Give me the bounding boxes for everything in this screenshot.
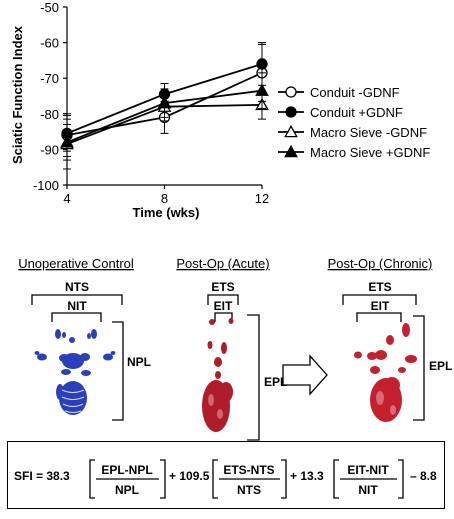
control-footprint-texture <box>61 389 85 413</box>
data-point <box>255 83 269 96</box>
fraction1-denominator: NPL <box>115 483 139 497</box>
legend: Conduit -GDNF Conduit +GDNF Macro Sieve -G… <box>278 85 430 160</box>
data-point <box>256 58 268 70</box>
acute-title: Post-Op (Acute) <box>176 256 269 271</box>
fraction-epl-npl: EPL-NPL NPL <box>89 459 166 499</box>
x-axis-label: Time (wks) <box>133 205 200 220</box>
acute-brackets <box>207 294 260 441</box>
y-tick-label: -100 <box>33 178 59 193</box>
x-tick-label: 8 <box>161 191 168 206</box>
formula-op1: + 109.5 <box>169 469 210 483</box>
y-axis-label: Sciatic Function Index <box>10 25 25 164</box>
nts-label: NTS <box>65 280 89 294</box>
sfi-formula-box: SFI = 38.3 EPL-NPL NPL + 109.5 ETS-NTS N… <box>7 441 445 509</box>
formula-op2: + 13.3 <box>290 469 324 483</box>
acute-footprint-texture <box>208 394 223 419</box>
chronic-brackets <box>342 294 425 421</box>
formula-lhs: SFI = 38.3 <box>14 469 70 483</box>
legend-swatch-marker <box>284 144 298 158</box>
legend-swatch-marker <box>285 106 297 118</box>
eit-bracket-chronic <box>356 312 402 322</box>
x-tick-label: 4 <box>63 191 70 206</box>
fraction3-numerator: EIT-NIT <box>347 463 389 477</box>
chronic-title: Post-Op (Chronic) <box>328 256 433 271</box>
legend-label: Macro Sieve +GDNF <box>310 145 430 160</box>
fraction-ets-nts: ETS-NTS NTS <box>212 459 287 499</box>
npl-label: NPL <box>127 355 151 369</box>
data-point <box>60 135 74 148</box>
epl-label-acute: EPL <box>264 375 287 389</box>
epl-bracket-acute <box>247 314 260 441</box>
npl-bracket <box>112 321 124 421</box>
x-tick-label: 12 <box>255 191 269 206</box>
legend-item-2: Conduit +GDNF <box>278 105 403 120</box>
ets-bracket-chronic <box>342 294 417 305</box>
legend-label: Conduit +GDNF <box>310 105 403 120</box>
control-title: Unoperative Control <box>18 256 134 271</box>
epl-bracket-chronic <box>413 315 425 421</box>
data-point <box>157 96 172 109</box>
y-tick-label: -80 <box>40 107 59 122</box>
chronic-footprint <box>354 323 417 422</box>
ets-label-acute: ETS <box>211 280 234 294</box>
control-brackets <box>31 294 124 421</box>
series-layer <box>60 42 269 170</box>
y-tick-label: -50 <box>40 0 59 15</box>
ets-bracket-acute <box>207 294 239 305</box>
acute-footprint <box>202 318 234 432</box>
nit-bracket <box>51 312 102 322</box>
axes: -50 -60 -70 -80 -90 -100 4 8 12 <box>33 0 269 206</box>
control-footprint <box>34 329 116 415</box>
fraction-eit-nit: EIT-NIT NIT <box>333 459 404 499</box>
sfi-line-chart: Sciatic Function Index Time (wks) -50 -60… <box>10 0 430 220</box>
formula-tail: – 8.8 <box>410 469 437 483</box>
chronic-footprint-texture <box>376 391 396 415</box>
y-tick-label: -70 <box>40 71 59 86</box>
eit-label-acute: EIT <box>214 299 233 313</box>
fraction2-numerator: ETS-NTS <box>223 463 274 477</box>
y-tick-label: -60 <box>40 36 59 51</box>
legend-label: Macro Sieve -GDNF <box>310 125 427 140</box>
fraction2-denominator: NTS <box>237 483 261 497</box>
fraction1-numerator: EPL-NPL <box>101 463 152 477</box>
ets-label-chronic: ETS <box>368 280 391 294</box>
legend-item-1: Conduit -GDNF <box>278 85 400 100</box>
eit-bracket-acute <box>214 312 233 322</box>
fraction3-denominator: NIT <box>358 483 378 497</box>
epl-label-chronic: EPL <box>429 359 452 373</box>
series-4 <box>60 72 269 161</box>
legend-swatch-marker <box>285 86 297 98</box>
legend-item-4: Macro Sieve +GDNF <box>278 144 430 160</box>
sfi-formula: SFI = 38.3 EPL-NPL NPL + 109.5 ETS-NTS N… <box>14 459 437 499</box>
y-tick-label: -90 <box>40 142 59 157</box>
progression-arrow <box>282 354 328 396</box>
legend-label: Conduit -GDNF <box>310 85 400 100</box>
legend-item-3: Macro Sieve -GDNF <box>278 124 427 140</box>
nit-label: NIT <box>67 299 87 313</box>
nts-bracket <box>31 294 123 305</box>
eit-label-chronic: EIT <box>371 299 390 313</box>
legend-swatch-marker <box>284 124 298 138</box>
